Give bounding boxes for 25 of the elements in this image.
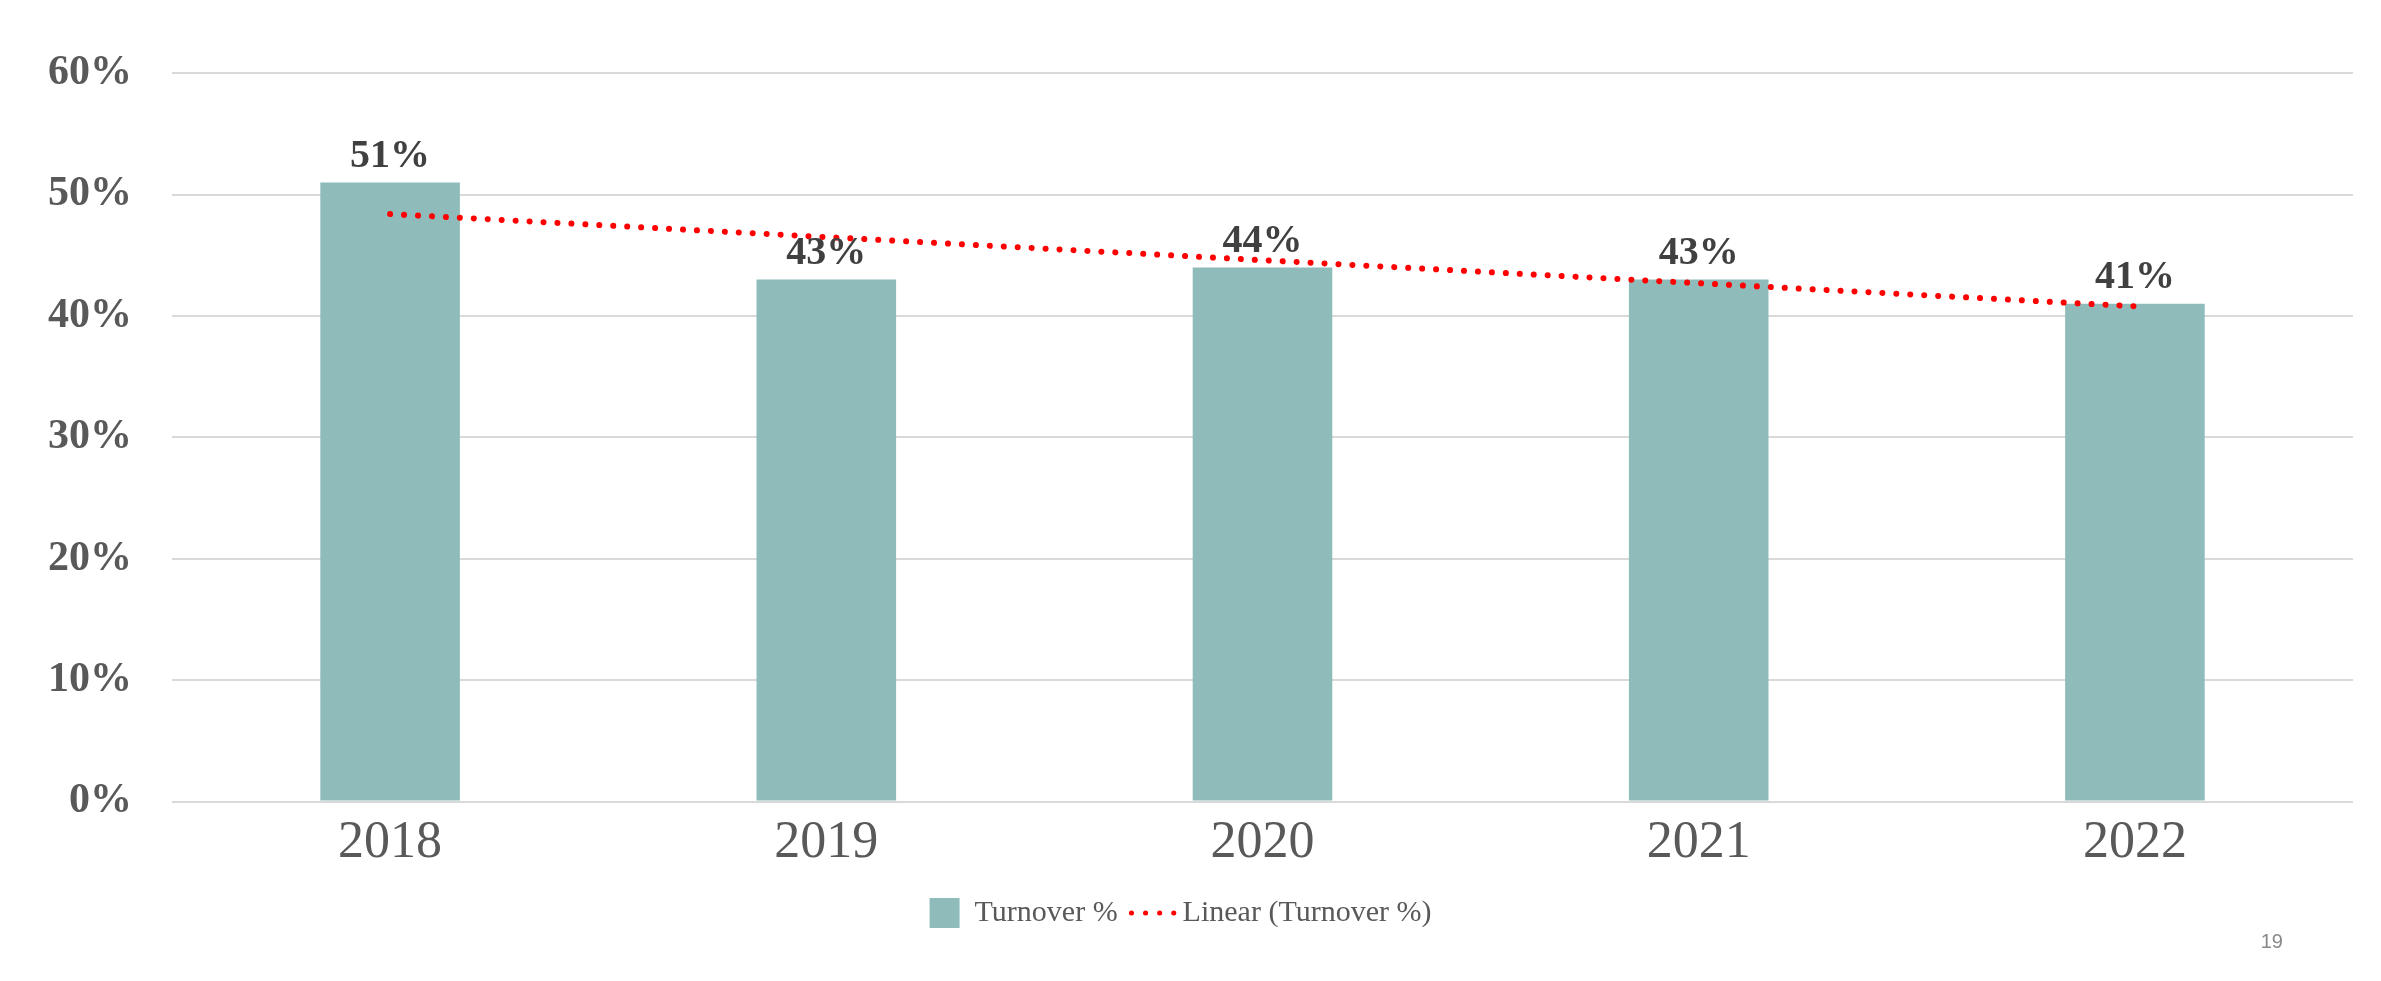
x-tick-label: 2021 <box>1646 811 1751 869</box>
y-tick-label: 10% <box>48 654 132 701</box>
data-label: 43% <box>1658 227 1739 273</box>
data-label: 51% <box>350 130 431 176</box>
bar <box>320 182 460 801</box>
y-tick-label: 50% <box>48 168 132 215</box>
x-tick-label: 2019 <box>774 811 879 869</box>
y-tick-label: 0% <box>69 775 132 822</box>
data-label: 44% <box>1222 215 1303 261</box>
data-label: 43% <box>786 227 867 273</box>
y-tick-label: 40% <box>48 289 132 336</box>
y-tick-label: 20% <box>48 532 132 579</box>
x-tick-label: 2022 <box>2082 811 2187 869</box>
bar <box>1192 267 1333 801</box>
data-label: 41% <box>2094 252 2175 298</box>
y-tick-label: 30% <box>48 411 132 458</box>
text: 19 <box>2260 930 2283 953</box>
bar <box>756 279 897 801</box>
x-tick-label: 2018 <box>338 811 443 869</box>
legend-label: Linear (Turnover %) <box>1182 893 1432 928</box>
y-tick-label: 60% <box>48 47 132 94</box>
legend-label: Turnover % <box>974 893 1118 927</box>
bar <box>1628 279 1769 801</box>
x-tick-label: 2020 <box>1210 811 1315 869</box>
bar <box>2065 303 2205 801</box>
